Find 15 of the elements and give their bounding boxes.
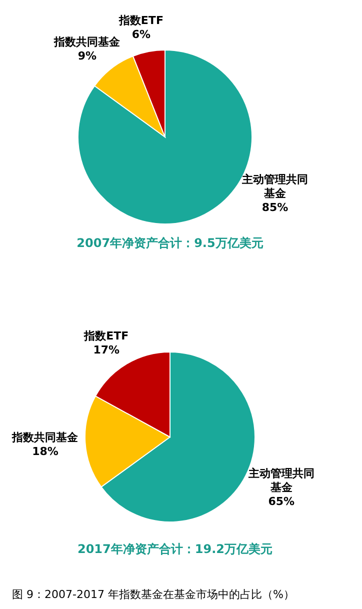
- slice-label: 指数ETF: [118, 14, 164, 27]
- text: 2007年净资产合计：9.5万亿美元: [76, 236, 264, 250]
- slice-label: 指数共同基金: [11, 430, 80, 444]
- data-label: 17%: [93, 343, 120, 356]
- slice-label: 主动管理共同基金: [240, 173, 308, 200]
- data-label: 65%: [268, 494, 295, 508]
- data-label: 18%: [32, 444, 58, 458]
- caption: 图 9：2007-2017 年指数基金在基金市场中的占比（%）: [12, 588, 294, 601]
- data-label: 9%: [78, 50, 97, 63]
- slice-label: 指数共同基金: [53, 36, 122, 49]
- slice-label: 主动管理共同基金: [247, 466, 314, 494]
- slice-label: 指数ETF: [83, 329, 129, 342]
- data-label: 6%: [132, 28, 151, 41]
- text: 2017年净资产合计：19.2万亿美元: [77, 542, 273, 556]
- data-label: 85%: [262, 201, 288, 214]
